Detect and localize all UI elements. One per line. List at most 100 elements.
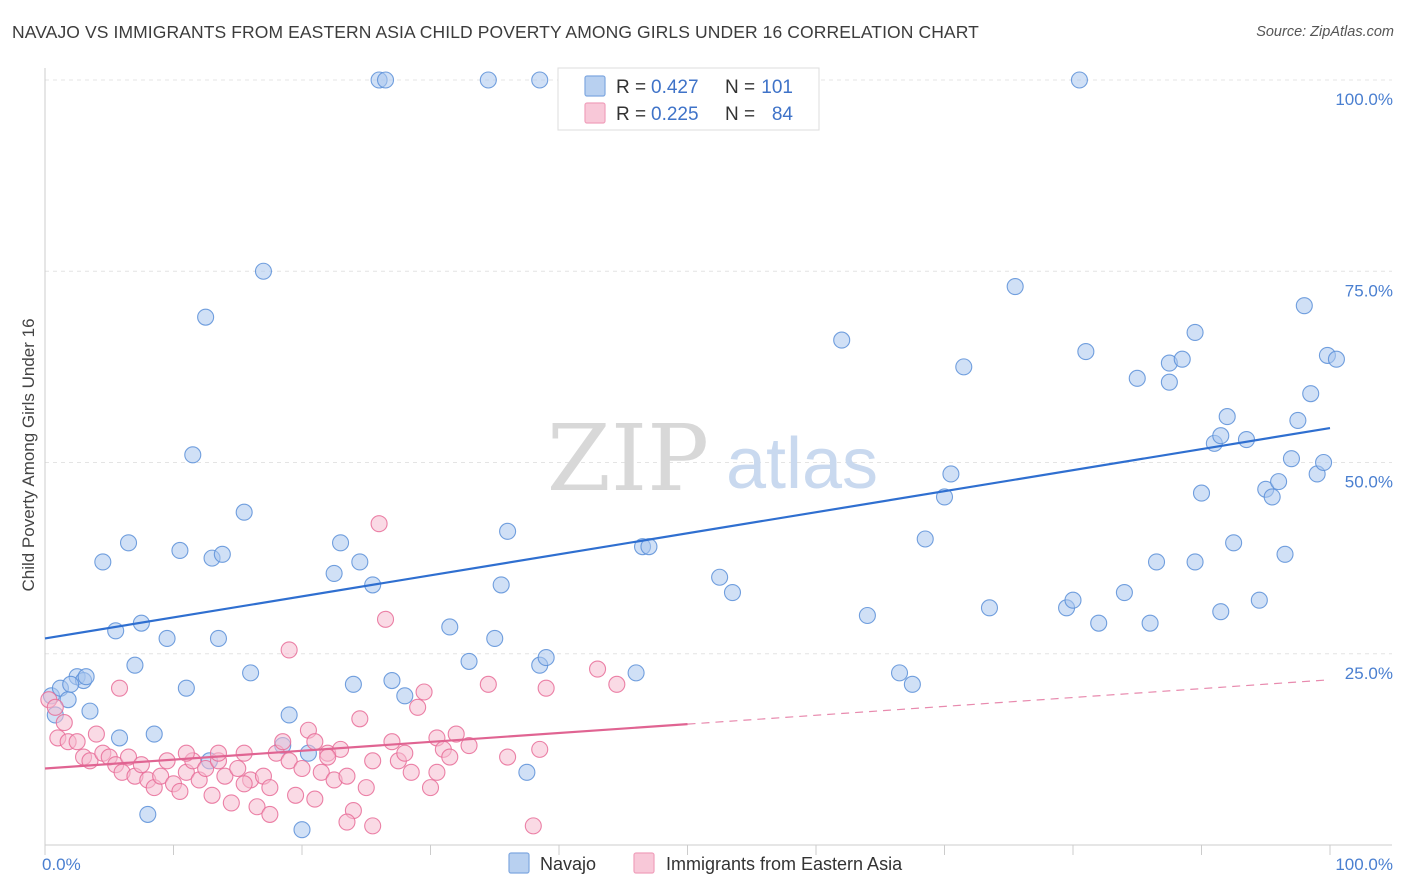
navajo-point-64 (1064, 591, 1082, 609)
immigrants-point-39 (280, 752, 298, 770)
immigrants-point-72 (608, 675, 626, 693)
immigrants-points (40, 515, 626, 835)
immigrants-point-5 (68, 733, 86, 751)
navajo-point-57 (916, 530, 934, 548)
immigrants-point-26 (197, 759, 215, 778)
legend-swatch-immigrants (584, 102, 606, 124)
legend-n-value-immigrants: 84 (772, 104, 794, 125)
immigrants-point-43 (306, 790, 324, 808)
immigrants-point-78 (306, 733, 324, 751)
navajo-point-21 (213, 545, 231, 563)
navajo-point-55 (890, 664, 909, 682)
immigrants-point-55 (383, 733, 401, 751)
immigrants-point-79 (338, 813, 356, 831)
immigrants-trend-extension (687, 679, 1331, 725)
immigrants-point-57 (396, 744, 414, 762)
immigrants-point-81 (428, 763, 446, 781)
navajo-point-83 (1250, 591, 1268, 609)
immigrants-point-64 (441, 748, 459, 766)
immigrants-point-30 (222, 794, 240, 812)
immigrants-point-71 (588, 660, 607, 678)
watermark-atlas: atlas (726, 424, 878, 504)
immigrants-point-68 (499, 748, 517, 766)
immigrants-point-61 (421, 779, 440, 797)
immigrants-point-50 (351, 710, 369, 728)
navajo-point-15 (177, 679, 195, 697)
immigrants-point-40 (287, 786, 305, 804)
immigrants-point-54 (376, 610, 395, 628)
immigrants-point-74 (177, 744, 195, 762)
legend-n-label-navajo: N = (725, 77, 755, 98)
navajo-point-14 (171, 541, 189, 560)
navajo-point-27 (293, 821, 311, 839)
navajo-point-13 (158, 629, 176, 648)
immigrants-point-52 (364, 752, 382, 770)
immigrants-point-83 (319, 748, 337, 766)
navajo-point-72 (1160, 373, 1178, 391)
bottom-legend-swatch-navajo (508, 852, 530, 874)
navajo-point-56 (903, 675, 921, 693)
x-tick-label-0: 0.0% (42, 855, 81, 874)
immigrants-point-41 (293, 759, 311, 778)
navajo-point-38 (479, 71, 497, 89)
y-tick-label-1: 50.0% (1345, 473, 1393, 492)
tick-labels: 25.0% 50.0% 75.0% 100.0% 0.0% 100.0% (42, 90, 1393, 874)
navajo-point-44 (499, 522, 517, 540)
navajo-point-85 (1263, 488, 1281, 506)
immigrants-point-27 (203, 786, 221, 804)
navajo-point-47 (537, 649, 555, 667)
immigrants-point-32 (235, 744, 253, 762)
navajo-point-79 (1212, 427, 1230, 445)
navajo-point-100 (77, 668, 95, 686)
navajo-trend-line (44, 426, 1331, 640)
immigrants-point-19 (152, 767, 170, 785)
legend-r-value-immigrants: 0.225 (651, 104, 699, 125)
immigrants-point-29 (216, 767, 234, 785)
navajo-point-82 (1237, 430, 1256, 449)
navajo-point-30 (331, 534, 350, 552)
immigrants-point-65 (447, 725, 465, 743)
x-tick-label-1: 100.0% (1335, 855, 1393, 874)
watermark-zip: ZIP (547, 405, 709, 512)
navajo-point-52 (723, 583, 742, 602)
immigrants-point-75 (209, 744, 228, 762)
watermark: ZIP atlas (547, 405, 878, 512)
navajo-point-99 (1070, 71, 1088, 89)
navajo-point-54 (858, 606, 876, 625)
navajo-point-70 (1147, 553, 1166, 571)
y-tick-label-0: 25.0% (1345, 664, 1393, 683)
navajo-point-80 (1218, 408, 1236, 426)
immigrants-point-48 (338, 767, 356, 785)
legend-swatch-navajo (584, 75, 606, 97)
navajo-point-22 (235, 503, 253, 521)
bottom-legend-swatch-immigrants (633, 852, 655, 874)
navajo-point-24 (254, 262, 273, 280)
navajo-point-35 (396, 687, 414, 705)
immigrants-point-67 (479, 675, 497, 693)
legend-r-label-immigrants: R = (616, 104, 646, 125)
chart-source: Source: ZipAtlas.com (1256, 24, 1394, 40)
immigrants-point-44 (312, 763, 330, 781)
y-axis-label: Child Poverty Among Girls Under 16 (19, 318, 38, 591)
legend-n-value-navajo: 101 (761, 77, 793, 98)
navajo-point-51 (711, 568, 729, 586)
immigrants-point-80 (364, 817, 382, 835)
immigrants-point-73 (280, 641, 298, 659)
immigrants-point-76 (235, 775, 253, 793)
bottom-legend-label-immigrants: Immigrants from Eastern Asia (666, 854, 903, 874)
navajo-point-43 (492, 576, 510, 594)
immigrants-point-69 (524, 817, 542, 835)
immigrants-point-70 (537, 679, 555, 697)
immigrants-point-16 (132, 756, 150, 774)
immigrants-trend-line (44, 723, 688, 770)
navajo-point-98 (62, 675, 80, 693)
navajo-point-96 (139, 805, 157, 823)
navajo-point-95 (1327, 350, 1345, 368)
navajo-point-81 (1225, 534, 1243, 552)
bottom-legend-label-navajo: Navajo (540, 854, 596, 874)
navajo-point-10 (126, 656, 144, 674)
chart-title: NAVAJO VS IMMIGRANTS FROM EASTERN ASIA C… (12, 22, 979, 42)
immigrants-point-1 (46, 698, 64, 716)
immigrants-point-36 (261, 779, 279, 797)
